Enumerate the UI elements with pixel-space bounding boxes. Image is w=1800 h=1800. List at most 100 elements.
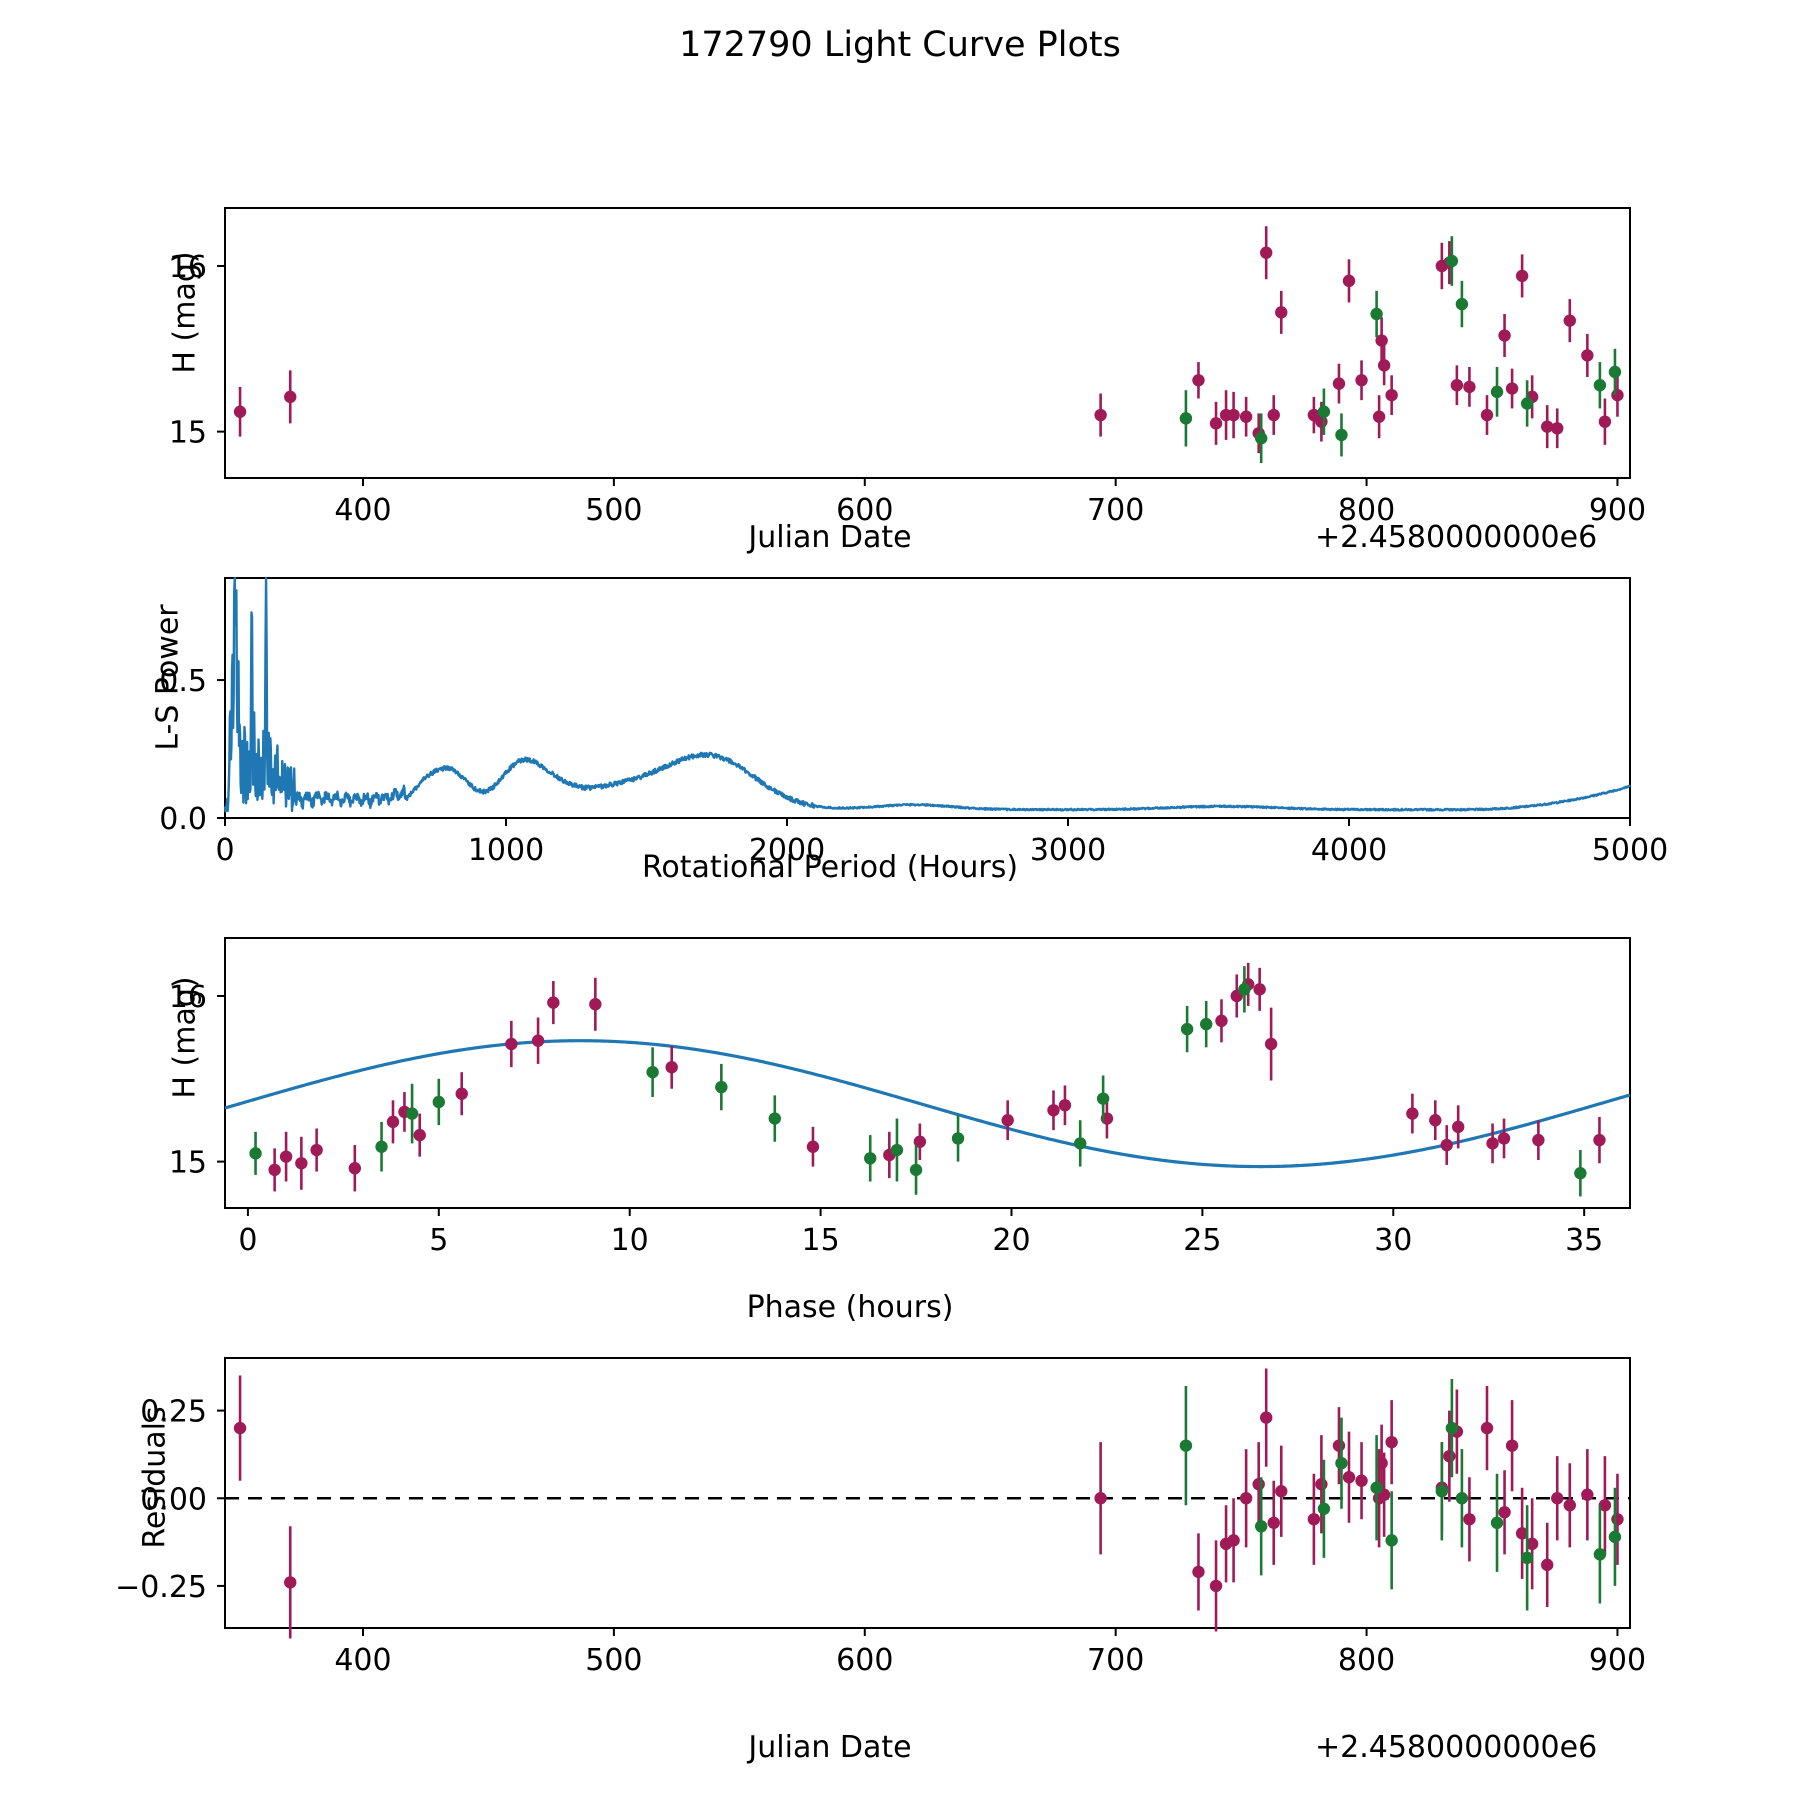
data-point: [1563, 1499, 1576, 1512]
data-point: [1385, 1534, 1398, 1547]
data-point: [715, 1080, 728, 1094]
data-point: [1342, 1471, 1356, 1484]
data-point: [1581, 1488, 1594, 1501]
data-point: [1215, 1014, 1228, 1028]
y-tick-label: 0.5: [159, 664, 207, 699]
data-point: [1455, 297, 1469, 311]
data-point: [386, 1115, 400, 1129]
data-point: [589, 998, 602, 1011]
page-title: 172790 Light Curve Plots: [679, 25, 1121, 65]
data-point: [1239, 410, 1253, 423]
data-point: [1611, 1513, 1624, 1526]
data-point: [1192, 1565, 1205, 1579]
axis-offset-panel4: +2.4580000000e6: [1315, 1730, 1598, 1765]
axis-label-x-panel2: Rotational Period (Hours): [641, 850, 1019, 885]
x-tick-label: 800: [1338, 493, 1395, 528]
data-point: [1515, 1527, 1529, 1540]
data-point: [432, 1095, 446, 1109]
data-point: [1497, 1132, 1511, 1145]
data-point: [233, 1421, 247, 1435]
x-tick-label: 25: [1183, 1223, 1221, 1258]
data-point: [1267, 1516, 1280, 1530]
data-series-series_b: [249, 966, 1587, 1197]
y-tick-label: 16: [169, 980, 207, 1015]
x-tick-label: 900: [1589, 1643, 1646, 1678]
data-series-series_b: [1179, 236, 1622, 464]
data-point: [1180, 1022, 1194, 1036]
data-point: [1445, 1421, 1459, 1435]
x-tick-label: 5: [429, 1223, 448, 1258]
data-point: [1370, 1481, 1383, 1494]
data-point: [1563, 314, 1576, 327]
data-point: [1370, 307, 1383, 321]
data-point: [1541, 1558, 1554, 1572]
data-point: [1200, 1017, 1213, 1031]
data-point: [1455, 1492, 1469, 1505]
y-tick-label: 0.00: [140, 1482, 207, 1517]
data-point: [1094, 1492, 1107, 1505]
data-point: [768, 1112, 781, 1125]
data-point: [1505, 1439, 1519, 1452]
x-tick-label: 700: [1087, 493, 1144, 528]
x-tick-label: 30: [1374, 1223, 1412, 1258]
data-series-series_b: [1179, 1379, 1622, 1611]
plot-area-panel3: 0 5 10 15 20 25 30 35 15 16: [169, 937, 1631, 1258]
data-point: [806, 1140, 820, 1153]
data-point: [1260, 246, 1273, 259]
data-point: [375, 1140, 388, 1153]
data-point: [1551, 422, 1564, 435]
data-point: [1551, 1492, 1564, 1505]
data-point: [1253, 983, 1266, 996]
periodogram-line: [223, 576, 1632, 813]
data-point: [505, 1037, 518, 1051]
x-tick-label: 0: [215, 833, 234, 868]
data-point: [1001, 1114, 1014, 1127]
data-point: [1593, 379, 1607, 392]
data-point: [1239, 1492, 1253, 1505]
axes-frame: [217, 577, 1631, 826]
data-point: [455, 1087, 468, 1100]
axes-frame: [217, 937, 1631, 1216]
data-point: [1574, 1167, 1587, 1180]
data-point: [1332, 1439, 1346, 1452]
data-point: [1598, 1499, 1612, 1512]
data-point: [1335, 428, 1348, 442]
data-point: [1608, 365, 1622, 379]
x-tick-label: 500: [585, 493, 642, 528]
x-tick-label: 20: [992, 1223, 1030, 1258]
data-point: [284, 1576, 297, 1589]
data-point: [1406, 1107, 1419, 1120]
data-point: [1443, 1449, 1456, 1463]
data-point: [665, 1061, 678, 1074]
data-point: [1581, 349, 1594, 362]
y-tick-label: −0.25: [115, 1570, 207, 1605]
data-point: [1179, 1439, 1193, 1452]
data-point: [1608, 1530, 1622, 1544]
data-point: [1520, 1551, 1534, 1565]
data-point: [1372, 410, 1386, 423]
data-point: [1260, 1411, 1273, 1424]
data-point: [1096, 1092, 1110, 1105]
data-point: [1209, 1579, 1223, 1593]
panel-lightcurve-time: H (mag) Julian Date +2.4580000000e6 400 5…: [0, 0, 1800, 560]
x-tick-label: 500: [585, 1643, 642, 1678]
data-point: [1520, 397, 1534, 410]
data-point: [279, 1150, 293, 1163]
data-point: [913, 1135, 927, 1148]
data-point: [1252, 1478, 1265, 1491]
data-point: [1317, 1502, 1331, 1515]
data-point: [1593, 1133, 1606, 1147]
data-point: [1490, 1516, 1504, 1530]
data-point: [1254, 432, 1268, 445]
data-point: [1317, 405, 1331, 418]
y-tick-label: 15: [169, 1146, 207, 1181]
data-point: [295, 1157, 308, 1170]
data-point: [1192, 374, 1205, 387]
data-point: [531, 1034, 545, 1047]
data-point: [864, 1152, 877, 1165]
data-point: [1498, 1506, 1511, 1519]
x-tick-label: 600: [836, 1643, 893, 1678]
data-point: [1385, 1435, 1398, 1449]
x-tick-label: 10: [611, 1223, 649, 1258]
data-point: [1498, 329, 1511, 342]
